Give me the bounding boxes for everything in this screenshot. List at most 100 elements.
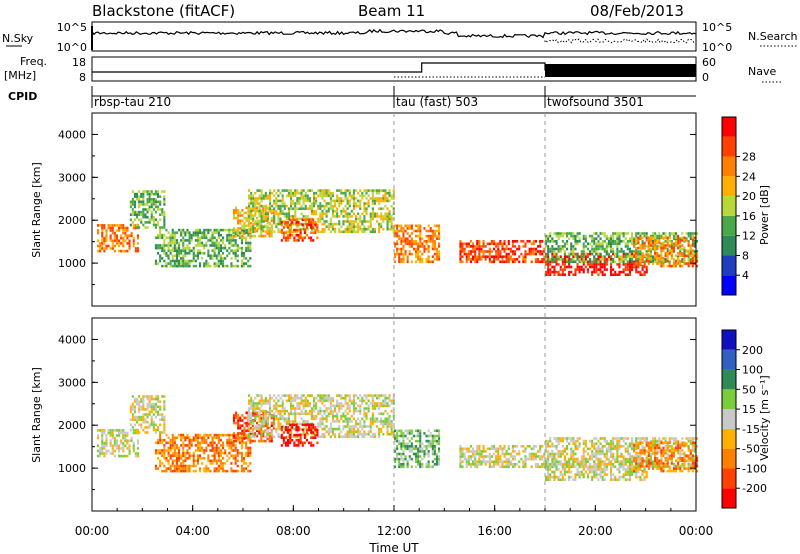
power-cell [656, 262, 659, 265]
power-cell [419, 242, 422, 246]
power-cell [388, 212, 391, 216]
velocity-cell [350, 430, 353, 433]
power-cell [194, 244, 197, 247]
power-cell [304, 215, 307, 218]
power-cell [404, 237, 407, 240]
power-cell [373, 189, 376, 192]
power-cell [262, 209, 265, 212]
power-cell [146, 190, 149, 193]
power-cell [501, 260, 504, 264]
power-cell [161, 233, 164, 237]
velocity-cell [154, 431, 157, 434]
velocity-cell [269, 402, 272, 405]
velocity-cell [290, 409, 293, 413]
velocity-cell [313, 409, 316, 413]
velocity-cell [236, 464, 239, 468]
velocity-cell [323, 396, 326, 400]
velocity-cell [291, 438, 294, 442]
power-cell [645, 234, 648, 238]
power-cell [304, 191, 307, 195]
power-cell [294, 230, 297, 234]
power-cell [192, 264, 195, 268]
power-cell [503, 255, 506, 258]
power-cell [350, 220, 353, 223]
power-cell [435, 255, 438, 258]
velocity-cell [308, 441, 311, 445]
power-cell [269, 199, 272, 203]
power-cell [679, 239, 682, 242]
velocity-cell [186, 433, 189, 437]
power-heatmap [97, 189, 699, 276]
velocity-cell [315, 407, 318, 410]
velocity-cell [312, 444, 315, 447]
velocity-cell [363, 425, 366, 428]
power-cell [363, 230, 366, 234]
velocity-cell [213, 449, 216, 452]
velocity-cell [180, 464, 183, 468]
power-cell [384, 215, 387, 218]
power-cell [616, 273, 619, 276]
velocity-cell [331, 396, 334, 400]
velocity-cell [115, 444, 118, 448]
velocity-cell [490, 447, 493, 451]
power-cell [184, 246, 187, 250]
power-cell [459, 258, 462, 261]
velocity-cell [222, 457, 225, 460]
velocity-cell [228, 436, 231, 439]
velocity-cell [280, 436, 283, 439]
power-cell [334, 202, 337, 205]
velocity-cell [118, 444, 121, 448]
velocity-cell [331, 430, 334, 433]
power-cell [250, 209, 253, 213]
velocity-cell [488, 465, 491, 469]
power-cell [194, 233, 197, 237]
power-cell [294, 189, 297, 192]
power-cell [649, 257, 652, 260]
velocity-cell [124, 454, 127, 458]
power-cell [497, 247, 500, 251]
velocity-cell [186, 469, 189, 473]
power-cell [136, 226, 139, 229]
velocity-cell [476, 465, 479, 469]
velocity-cell [438, 439, 441, 443]
velocity-cell [203, 433, 206, 437]
power-cell [484, 250, 487, 253]
cpid-segment-label: rbsp-tau 210 [94, 95, 171, 109]
velocity-cell [465, 457, 468, 461]
velocity-cell [249, 439, 252, 443]
power-cell [408, 252, 411, 256]
power-cell [652, 255, 655, 258]
power-cell [541, 258, 544, 261]
velocity-cell [217, 441, 220, 445]
velocity-cell [249, 462, 252, 465]
velocity-cell [319, 425, 322, 428]
power-cell [308, 197, 311, 200]
power-cell [578, 255, 581, 258]
power-cell [350, 197, 353, 200]
power-cell [290, 220, 293, 223]
power-cell [402, 247, 405, 251]
power-cell [687, 240, 690, 243]
power-cell [384, 189, 387, 192]
velocity-cell [503, 452, 506, 456]
power-cell [622, 258, 625, 261]
velocity-cell [344, 414, 347, 418]
power-cell [111, 239, 114, 243]
velocity-cell [350, 425, 353, 428]
colorbar-swatch [722, 275, 736, 295]
velocity-cell [175, 462, 178, 465]
velocity-cell [157, 395, 160, 398]
power-cell [361, 197, 364, 200]
power-cell [612, 260, 615, 264]
power-cell [163, 241, 166, 245]
velocity-cell [302, 394, 305, 397]
power-cell [404, 224, 407, 228]
power-cell [97, 229, 100, 232]
velocity-cell [352, 430, 355, 433]
velocity-cell [327, 394, 330, 397]
power-cell [545, 252, 548, 256]
power-cell [279, 199, 282, 203]
velocity-cell [232, 454, 235, 457]
power-cell [277, 189, 280, 192]
velocity-cell [346, 422, 349, 426]
